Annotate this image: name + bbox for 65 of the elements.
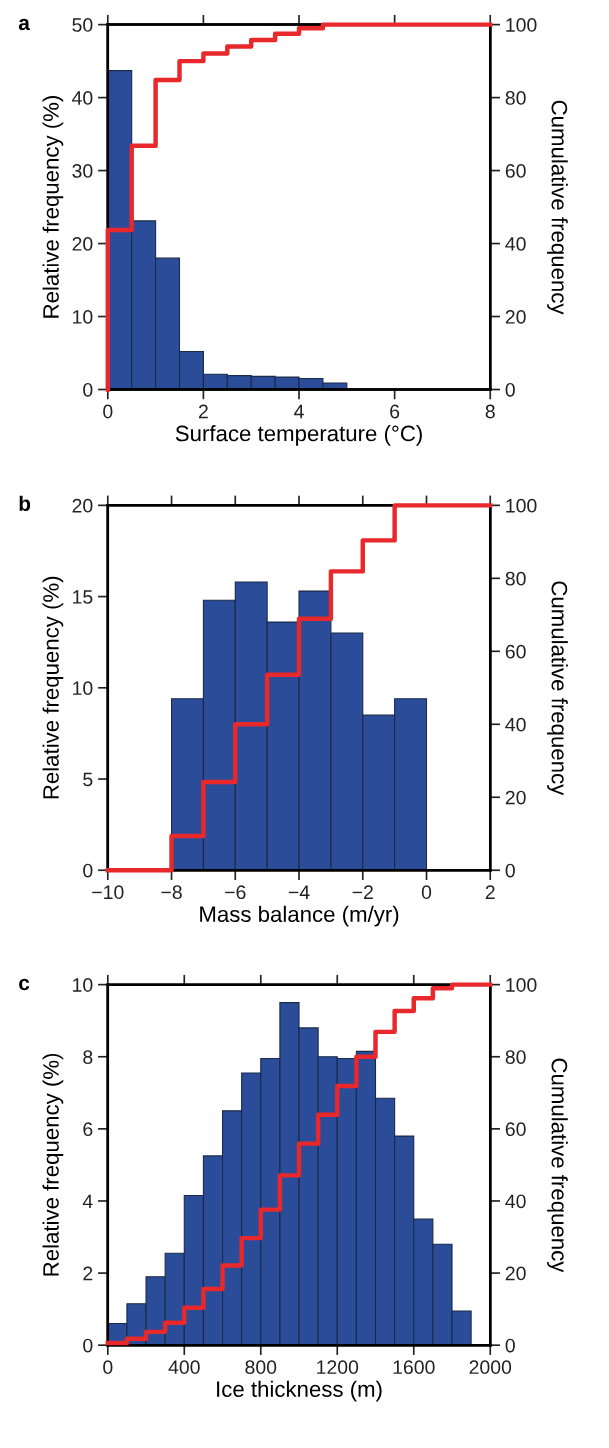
y2-tick-label: 20 (505, 1266, 526, 1281)
y2-axis-title: Cumulative frequency (547, 1058, 568, 1273)
y-tick-label: 10 (73, 310, 93, 324)
y2-tick-label: 100 (506, 978, 537, 992)
y-axis-title: Relative frequency (%) (42, 96, 64, 318)
x-tick-label: 400 (168, 1360, 200, 1375)
y2-tick-label: 100 (506, 18, 537, 32)
x-tick-label: 6 (390, 404, 400, 419)
y2-tick-label: 0 (505, 1338, 515, 1353)
x-tick-label: 0 (421, 885, 432, 900)
x-tick-label: −8 (161, 885, 182, 900)
y2-axis-title: Cumulative frequency (547, 581, 568, 796)
x-tick-label: 1600 (393, 1360, 435, 1375)
y2-tick-label: 100 (506, 498, 537, 513)
y2-tick-label: 40 (505, 1194, 526, 1209)
y-axis-title: Relative frequency (%) (42, 576, 64, 799)
x-axis-title: Ice thickness (m) (217, 1380, 382, 1402)
text: b (19, 495, 31, 511)
y-tick-label: 10 (73, 681, 93, 696)
y2-tick-label: 40 (505, 237, 526, 251)
y-axis-title: Relative frequency (%) (42, 1053, 64, 1276)
x-tick-label: 4 (294, 404, 304, 419)
y2-tick-label: 40 (505, 717, 526, 732)
y-tick-label: 6 (83, 1122, 93, 1137)
y-tick-label: 10 (73, 978, 93, 992)
y2-tick-label: 60 (505, 1122, 526, 1137)
x-tick-label: 1200 (317, 1360, 359, 1375)
y2-tick-label: 80 (505, 571, 526, 586)
y-tick-label: 50 (72, 18, 93, 32)
y2-tick-label: 60 (505, 164, 526, 178)
y2-tick-label: 0 (505, 382, 515, 397)
x-tick-label: 2 (485, 885, 495, 899)
y2-tick-label: 20 (505, 790, 526, 805)
y2-tick-label: 80 (505, 1050, 526, 1064)
x-tick-label: 0 (103, 1360, 113, 1375)
y2-tick-label: 60 (505, 644, 526, 659)
y-tick-label: 5 (83, 772, 93, 787)
x-tick-label: −10 (92, 885, 124, 900)
y-tick-label: 40 (72, 91, 93, 105)
y-tick-label: 20 (72, 237, 93, 251)
text: c (19, 978, 30, 991)
x-axis-title: Mass balance (m/yr) (200, 905, 399, 927)
x-tick-label: 2 (198, 404, 208, 419)
x-tick-label: −6 (225, 885, 246, 900)
y2-axis-title: Cumulative frequency (547, 100, 568, 315)
y-tick-label: 15 (73, 590, 93, 604)
y2-tick-label: 0 (505, 863, 515, 878)
y-tick-label: 30 (72, 164, 93, 178)
y-tick-label: 0 (83, 382, 93, 397)
y-tick-label: 2 (83, 1266, 93, 1281)
x-tick-label: −4 (288, 885, 310, 899)
x-tick-label: 800 (245, 1360, 277, 1375)
x-axis-title: Surface temperature (°C) (175, 425, 422, 446)
y-tick-label: 0 (83, 863, 93, 878)
y-tick-label: 20 (72, 498, 93, 513)
text: a (18, 18, 30, 31)
y2-tick-label: 20 (505, 310, 526, 324)
y-tick-label: 0 (83, 1338, 93, 1353)
x-tick-label: −2 (352, 885, 373, 899)
y-tick-label: 4 (82, 1194, 93, 1209)
x-tick-label: 0 (103, 404, 113, 419)
y-tick-label: 8 (83, 1050, 93, 1064)
x-tick-label: 2000 (469, 1360, 512, 1375)
y2-tick-label: 80 (505, 91, 526, 105)
x-tick-label: 8 (485, 404, 495, 419)
